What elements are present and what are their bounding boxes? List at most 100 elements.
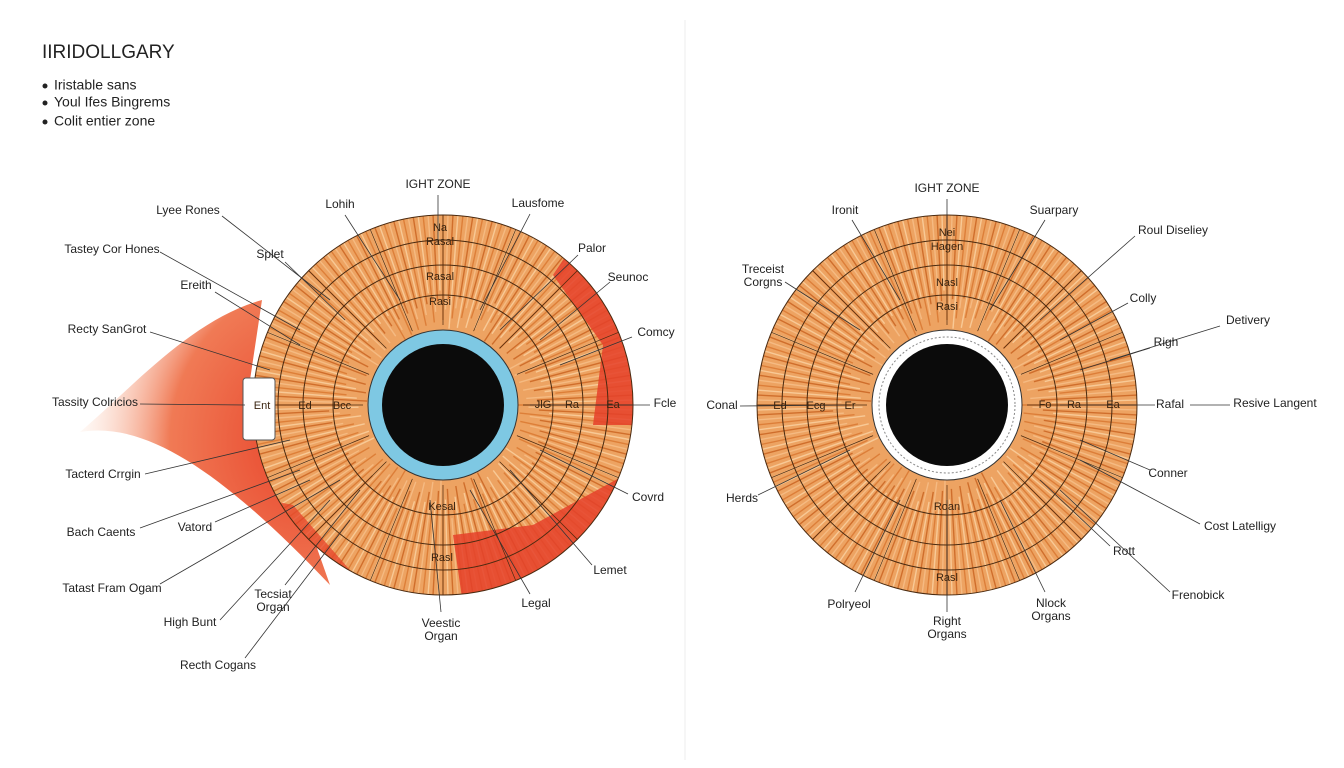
fiber <box>1012 481 1071 550</box>
organ-label: Detivery <box>1226 313 1270 327</box>
fiber <box>286 296 364 351</box>
organ-label: Cost Latelligy <box>1204 519 1276 533</box>
fiber <box>491 256 564 345</box>
spoke <box>516 435 619 479</box>
fiber <box>326 473 391 557</box>
organ-label: Organs <box>927 627 966 641</box>
fiber <box>451 518 459 595</box>
fiber <box>1044 327 1121 363</box>
fiber <box>787 461 861 510</box>
leader-line <box>739 404 851 407</box>
zone-label: Rasal <box>426 271 454 283</box>
fiber <box>815 266 879 333</box>
fiber <box>446 488 454 595</box>
fiber <box>529 434 623 470</box>
fiber <box>280 305 379 367</box>
fiber <box>1027 369 1134 391</box>
zone-label: JlG <box>535 399 552 411</box>
leader-line <box>159 479 341 585</box>
zone-label: Rasi <box>936 301 958 313</box>
organ-label: Lausfome <box>512 196 565 210</box>
leader-line <box>159 251 301 331</box>
leader-line <box>214 479 311 523</box>
organ-label: Comcy <box>637 325 674 339</box>
zone-label: Ed <box>298 400 311 412</box>
fiber <box>397 482 426 590</box>
spoke <box>771 331 874 375</box>
fiber <box>319 260 391 344</box>
fiber <box>1023 350 1130 384</box>
fiber <box>762 359 841 381</box>
fiber <box>775 437 879 488</box>
fiber <box>955 518 963 595</box>
fiber <box>985 493 1025 579</box>
leader-line <box>539 281 611 341</box>
bullet-dot <box>42 100 48 106</box>
zone-label: Ed <box>773 400 786 412</box>
leader-line <box>1079 459 1201 525</box>
fiber <box>480 231 521 321</box>
fiber <box>757 410 834 416</box>
organ-label: Herds <box>726 491 758 505</box>
fiber <box>805 277 867 333</box>
leader-line <box>221 215 331 301</box>
fiber <box>782 446 874 501</box>
marker-box <box>242 377 276 441</box>
leader-line <box>1109 325 1221 361</box>
organ-label: Frenobick <box>1172 588 1226 602</box>
spoke <box>369 229 413 332</box>
fiber <box>901 482 930 590</box>
organ-label: Tatast Fram Ogam <box>62 581 161 595</box>
fiber <box>802 463 878 529</box>
fiber <box>959 216 973 309</box>
fiber <box>319 487 374 550</box>
fiber <box>465 220 489 309</box>
organ-label: Bach Caents <box>67 525 136 539</box>
fiber <box>407 218 428 316</box>
spoke <box>771 435 874 479</box>
leader-line <box>139 469 301 529</box>
zone-label: Ra <box>1067 399 1082 411</box>
fiber <box>869 231 917 335</box>
fiber <box>1022 438 1121 483</box>
fiber <box>926 511 937 595</box>
fiber <box>1021 277 1089 338</box>
fiber <box>1018 472 1086 537</box>
organ-label: Right <box>933 614 962 628</box>
fiber <box>882 225 912 303</box>
fiber <box>787 300 876 359</box>
fiber <box>773 439 868 483</box>
fiber <box>996 497 1039 573</box>
fiber <box>288 453 377 518</box>
fiber <box>1005 489 1056 562</box>
fiber <box>1037 374 1135 392</box>
fiber <box>427 501 437 595</box>
leader-line <box>1039 479 1111 547</box>
organ-label: Roul Diseliey <box>1138 223 1208 237</box>
zone-label: Rasi <box>429 296 451 308</box>
fiber <box>805 458 888 533</box>
fiber <box>851 240 911 341</box>
fiber <box>301 277 363 333</box>
leader-line <box>509 469 593 566</box>
leader-line <box>244 519 351 659</box>
fiber <box>283 461 357 510</box>
fiber <box>931 501 941 595</box>
fiber <box>892 501 920 588</box>
fiber <box>294 284 376 351</box>
fiber <box>263 340 339 369</box>
fiber <box>1039 451 1117 492</box>
fiber <box>792 292 861 343</box>
fiber <box>855 237 907 331</box>
fiber <box>476 225 508 310</box>
organ-label: Corgns <box>744 275 783 289</box>
zone-label: Kesal <box>428 501 456 513</box>
fiber <box>784 464 850 505</box>
leader-line <box>559 336 633 366</box>
organ-label: Tacterd Crrgin <box>65 467 140 481</box>
collarette-dash <box>878 336 1016 474</box>
leader-line <box>344 214 401 301</box>
fiber <box>258 423 365 451</box>
organ-label: Organs <box>1031 609 1070 623</box>
fiber <box>256 369 357 390</box>
